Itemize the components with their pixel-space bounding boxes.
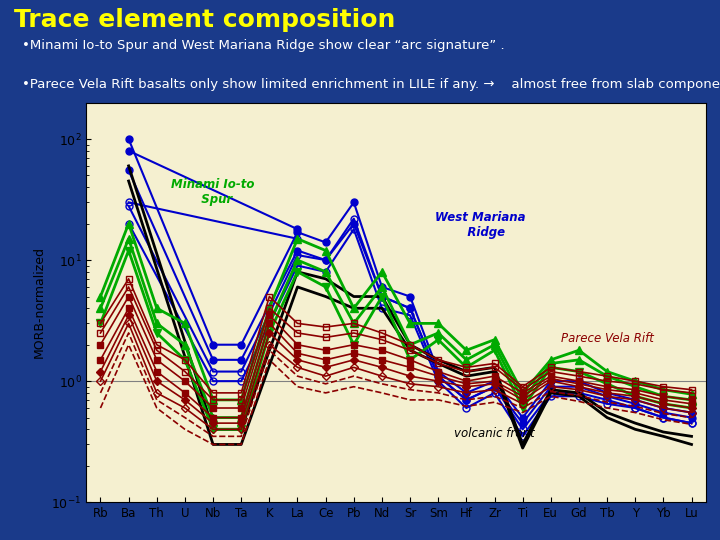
Text: •Parece Vela Rift basalts only show limited enrichment in LILE if any. →    almo: •Parece Vela Rift basalts only show limi…: [22, 78, 720, 91]
Text: •Minami Io-to Spur and West Mariana Ridge show clear “arc signature” .: •Minami Io-to Spur and West Mariana Ridg…: [22, 39, 504, 52]
Text: Parece Vela Rift: Parece Vela Rift: [561, 332, 654, 345]
Text: Trace element composition: Trace element composition: [14, 8, 396, 32]
Text: volcanic front: volcanic front: [454, 427, 535, 440]
Y-axis label: MORB-normalized: MORB-normalized: [33, 246, 46, 359]
Text: West Mariana
   Ridge: West Mariana Ridge: [435, 211, 526, 239]
Text: Minami Io-to
  Spur: Minami Io-to Spur: [171, 178, 255, 206]
